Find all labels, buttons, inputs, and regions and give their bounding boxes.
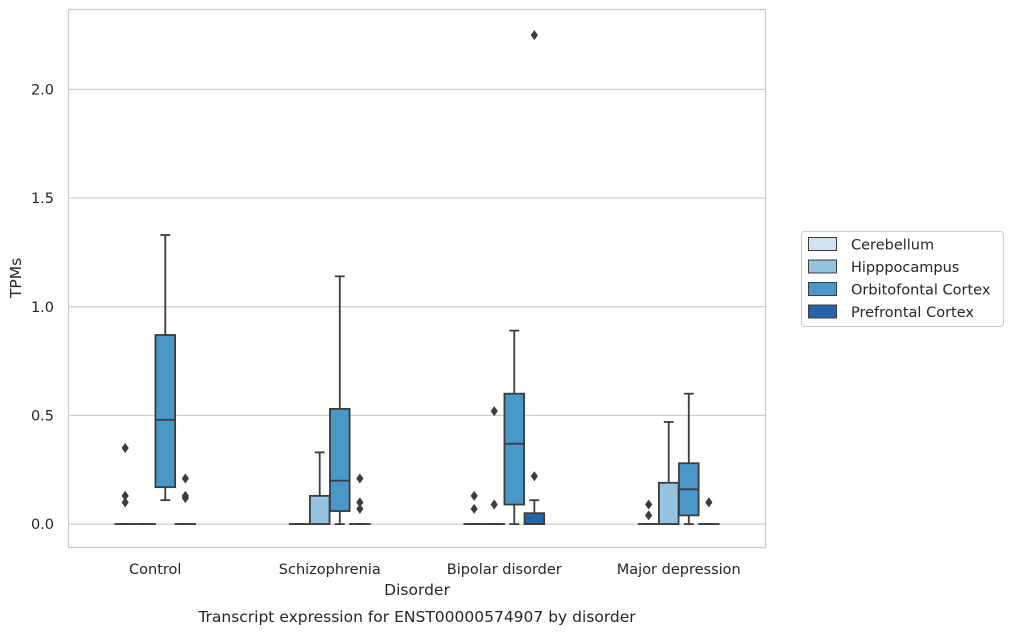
box bbox=[523, 512, 546, 525]
x-axis-ticks: Control Schizophrenia Bipolar disorder Majo… bbox=[129, 562, 741, 578]
box-group bbox=[308, 451, 331, 525]
box-groups bbox=[114, 30, 720, 526]
plot-frame bbox=[67, 8, 767, 549]
y-axis-label: TPMs bbox=[7, 258, 25, 299]
legend-label: Cerebellum bbox=[851, 238, 934, 254]
legend-label: Hipppocampus bbox=[851, 260, 959, 276]
y-tick-label: 0.0 bbox=[31, 517, 54, 533]
box-group bbox=[154, 234, 177, 502]
legend-swatch bbox=[808, 237, 837, 251]
outlier-point bbox=[490, 406, 498, 417]
x-tick-label: Control bbox=[129, 562, 181, 578]
box-group bbox=[483, 406, 505, 526]
box-group bbox=[329, 275, 351, 525]
outlier-point bbox=[356, 497, 364, 508]
outlier-point bbox=[705, 497, 713, 508]
y-tick-label: 1.5 bbox=[31, 191, 54, 207]
outlier-point bbox=[121, 490, 129, 501]
legend-label: Prefrontal Cortex bbox=[851, 305, 974, 321]
x-tick-label: Schizophrenia bbox=[279, 562, 381, 578]
outlier-point bbox=[356, 473, 364, 484]
y-tick-label: 1.0 bbox=[31, 300, 54, 316]
box-group bbox=[657, 421, 680, 525]
box-group bbox=[503, 329, 526, 525]
outlier-point bbox=[181, 490, 189, 501]
outlier-point bbox=[530, 471, 538, 482]
outlier-point bbox=[470, 490, 478, 501]
outlier-point bbox=[181, 473, 189, 484]
legend-frame bbox=[801, 231, 1004, 327]
outlier-point bbox=[645, 499, 653, 510]
outlier-point bbox=[470, 503, 478, 514]
outlier-point bbox=[490, 499, 498, 510]
legend-swatch bbox=[808, 259, 837, 274]
outlier-point bbox=[645, 510, 653, 521]
y-tick-label: 0.5 bbox=[31, 408, 54, 424]
box-group bbox=[678, 392, 700, 525]
box bbox=[308, 494, 331, 525]
y-axis-ticks: 0.0 0.5 1.0 1.5 2.0 bbox=[31, 82, 54, 533]
chart-caption: Transcript expression for ENST0000057490… bbox=[197, 608, 636, 626]
box-group bbox=[698, 497, 720, 526]
outlier-point bbox=[121, 497, 129, 508]
legend-swatch bbox=[808, 304, 837, 319]
box bbox=[657, 481, 680, 525]
box-group bbox=[349, 473, 371, 526]
outlier-point bbox=[530, 30, 538, 41]
box bbox=[503, 392, 526, 506]
legend: Cerebellum Hipppocampus Orbitofontal Corte… bbox=[801, 231, 1004, 327]
box bbox=[154, 334, 177, 489]
box bbox=[329, 408, 351, 512]
y-tick-label: 2.0 bbox=[31, 82, 54, 98]
outlier-point bbox=[356, 503, 364, 514]
box-group bbox=[114, 443, 136, 526]
x-tick-label: Major depression bbox=[617, 562, 741, 578]
box-group bbox=[174, 473, 197, 526]
x-axis-label: Disorder bbox=[384, 581, 450, 599]
box-group bbox=[637, 499, 660, 526]
box-group bbox=[463, 490, 485, 526]
x-tick-label: Bipolar disorder bbox=[447, 562, 562, 578]
legend-label: Orbitofontal Cortex bbox=[851, 283, 991, 299]
outlier-point bbox=[121, 443, 129, 454]
legend-swatch bbox=[808, 282, 837, 296]
box-group bbox=[523, 30, 546, 525]
